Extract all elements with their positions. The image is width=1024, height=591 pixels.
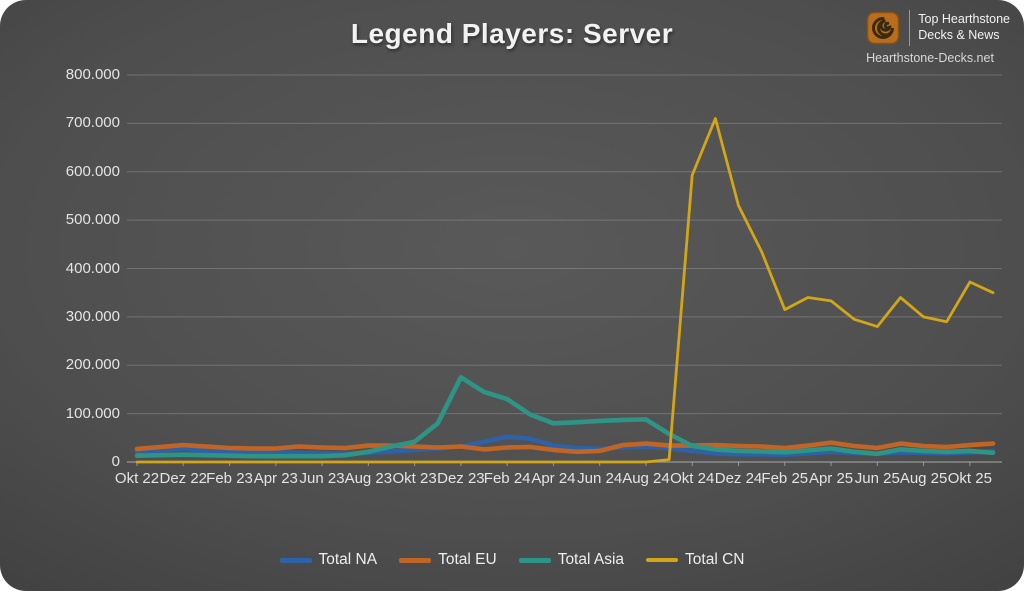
legend-label: Total EU	[438, 551, 497, 568]
x-tick-label: Apr 24	[531, 470, 576, 487]
series-line-total-eu	[134, 440, 996, 455]
chart-title: Legend Players: Server	[350, 18, 674, 49]
x-tick-label: Feb 23	[206, 470, 253, 487]
x-tick-label: Aug 24	[622, 470, 670, 487]
legend-label: Total Asia	[557, 551, 625, 568]
logo-title-line1: Top Hearthstone	[918, 12, 1010, 27]
chart-legend: Total NA Total EU Total Asia Total CN	[0, 551, 1024, 569]
legend-item-total-na: Total NA	[279, 551, 378, 569]
legend-label: Total NA	[318, 551, 378, 568]
series-line-total-asia	[134, 374, 996, 459]
x-tick-label: Aug 25	[899, 470, 948, 487]
x-tick-label: Apr 23	[253, 470, 298, 487]
y-tick-label: 400.000	[65, 259, 120, 277]
y-tick-label: 200.000	[65, 356, 120, 374]
hearthstone-spiral-icon	[865, 10, 901, 46]
x-tick-label: Okt 25	[947, 470, 992, 487]
x-tick-label: Dez 22	[159, 470, 208, 487]
logo-header: Top Hearthstone Decks & News	[850, 10, 1010, 46]
legend-item-total-eu: Total EU	[399, 551, 497, 569]
logo-title: Top Hearthstone Decks & News	[918, 12, 1010, 43]
x-tick-label: Jun 24	[577, 470, 623, 487]
x-tick-label: Jun 25	[854, 470, 900, 487]
y-tick-label: 700.000	[65, 114, 120, 132]
x-tick-label: Dez 24	[714, 470, 763, 487]
x-tick-label: Dez 23	[437, 470, 485, 487]
legend-label: Total CN	[685, 551, 745, 568]
legend-swatch	[279, 557, 312, 563]
x-tick-label: Okt 24	[670, 470, 715, 487]
x-tick-label: Feb 25	[761, 470, 809, 487]
logo-title-line2: Decks & News	[918, 28, 1000, 42]
logo-divider	[909, 10, 911, 46]
logo-site-url: Hearthstone-Decks.net	[866, 51, 994, 65]
x-tick-label: Feb 24	[483, 470, 531, 487]
legend-item-total-cn: Total CN	[646, 551, 744, 569]
x-tick-label: Okt 23	[392, 470, 437, 487]
series-line-total-cn	[135, 117, 995, 464]
site-logo: Top Hearthstone Decks & News Hearthstone…	[850, 10, 1010, 65]
x-tick-label: Jun 23	[299, 470, 345, 487]
x-tick-label: Okt 22	[114, 470, 160, 487]
y-tick-label: 0	[111, 453, 120, 470]
y-tick-label: 800.000	[65, 66, 120, 83]
y-tick-label: 100.000	[65, 404, 120, 422]
legend-swatch	[518, 557, 551, 563]
y-tick-label: 500.000	[65, 211, 120, 229]
legend-swatch	[399, 557, 432, 563]
legend-swatch	[646, 558, 679, 562]
x-tick-label: Apr 25	[808, 470, 854, 487]
legend-item-total-asia: Total Asia	[518, 551, 625, 569]
y-tick-label: 600.000	[65, 162, 120, 180]
x-tick-label: Aug 23	[344, 470, 393, 487]
y-tick-label: 300.000	[65, 307, 120, 325]
